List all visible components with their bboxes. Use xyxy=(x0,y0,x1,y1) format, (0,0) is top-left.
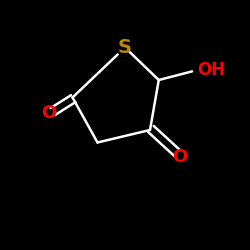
Text: S: S xyxy=(118,38,132,57)
Text: O: O xyxy=(172,148,188,166)
Text: O: O xyxy=(41,104,56,122)
Text: OH: OH xyxy=(198,61,226,79)
